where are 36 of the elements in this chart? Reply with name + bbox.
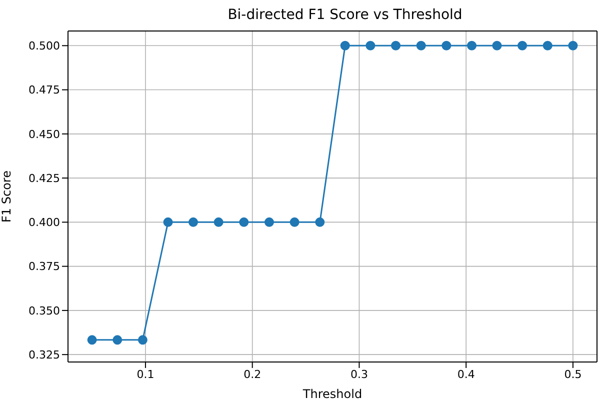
point (442, 40, 452, 50)
point (340, 40, 350, 50)
point (391, 40, 401, 50)
x-axis-title: Threshold (302, 387, 362, 401)
y-tick-label: 0.500 (28, 40, 60, 53)
y-tick-label: 0.400 (28, 216, 60, 230)
point (366, 40, 376, 50)
y-tick-label: 0.475 (28, 84, 60, 97)
point (416, 40, 426, 50)
x-tick-label: 0.5 (564, 368, 582, 381)
point (188, 217, 198, 227)
chart-title: Bi-directed F1 Score vs Threshold (228, 7, 462, 23)
point (518, 40, 528, 50)
point (112, 335, 122, 345)
point (87, 335, 97, 345)
x-tick-label: 0.4 (457, 368, 475, 381)
point (264, 217, 274, 227)
point (138, 335, 148, 345)
point (467, 40, 476, 50)
y-tick-label: 0.350 (28, 304, 60, 318)
point (568, 40, 578, 50)
point (163, 217, 173, 227)
y-tick-label: 0.325 (28, 348, 60, 362)
point (315, 217, 325, 227)
x-tick-label: 0.1 (136, 368, 154, 381)
y-tick-label: 0.375 (28, 260, 60, 274)
point (492, 40, 502, 50)
x-tick-label: 0.2 (244, 368, 262, 381)
point (290, 217, 300, 227)
x-tick-label: 0.3 (350, 368, 368, 381)
point (239, 217, 249, 227)
y-tick-label: 0.450 (28, 128, 60, 141)
y-axis-title: F1 Score (0, 170, 14, 222)
y-tick-label: 0.425 (28, 172, 60, 185)
point (542, 40, 552, 50)
point (214, 217, 224, 227)
